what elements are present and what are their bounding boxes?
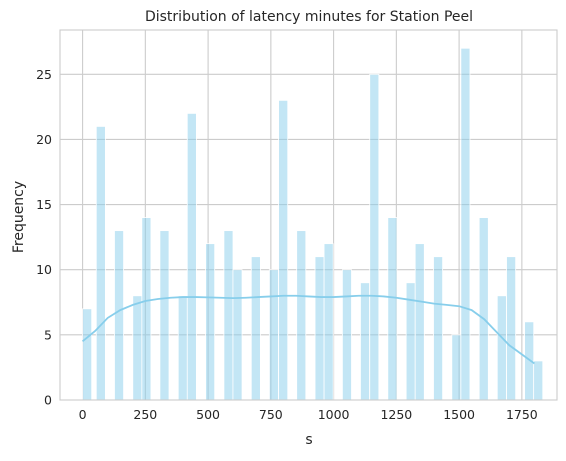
- x-tick-label: 1250: [380, 407, 412, 422]
- histogram-bar: [278, 99, 289, 401]
- histogram-bar: [159, 230, 170, 401]
- histogram-bar: [132, 295, 143, 401]
- histogram-bar: [314, 256, 325, 401]
- histogram-bar: [323, 243, 334, 401]
- y-tick-label: 10: [36, 262, 52, 277]
- histogram-bar: [95, 126, 106, 401]
- histogram-bar: [141, 217, 152, 401]
- histogram-bar: [82, 308, 93, 401]
- histogram-bar: [533, 360, 544, 401]
- bar-layer: [82, 47, 544, 401]
- kde-line: [82, 294, 535, 365]
- x-tick-label: 250: [133, 407, 157, 422]
- y-tick-label: 5: [44, 327, 52, 342]
- y-tick-label: 25: [36, 67, 52, 82]
- histogram-bar: [205, 243, 216, 401]
- chart-title: Distribution of latency minutes for Stat…: [145, 9, 473, 25]
- y-tick-label: 15: [36, 197, 52, 212]
- histogram-bar: [460, 47, 471, 401]
- histogram-bar: [451, 334, 462, 401]
- y-tick-label: 0: [44, 393, 52, 408]
- histogram-bar: [268, 269, 279, 401]
- kde-layer: [82, 294, 535, 365]
- spine-layer: [59, 29, 558, 401]
- x-tick-label: 1000: [318, 407, 350, 422]
- histogram-bar: [369, 73, 380, 401]
- x-tick-label: 1500: [443, 407, 475, 422]
- histogram-bar: [478, 217, 489, 401]
- histogram-bar: [506, 256, 517, 401]
- histogram-bar: [177, 295, 188, 401]
- histogram-bar: [496, 295, 507, 401]
- histogram-bar: [223, 230, 234, 401]
- histogram-bar: [232, 269, 243, 401]
- histogram-bar: [341, 269, 352, 401]
- histogram-bar: [387, 217, 398, 401]
- histogram-bar: [414, 243, 425, 401]
- x-axis-label: s: [305, 432, 312, 448]
- plot-frame: [59, 29, 558, 401]
- histogram-bar: [524, 321, 535, 401]
- histogram-bar: [433, 256, 444, 401]
- y-axis-label: Frequency: [11, 181, 27, 253]
- x-tick-label: 750: [259, 407, 283, 422]
- tick-label-layer: 0 250 500 750 1000 1250 1500 1750 0 5 10 15 20 25: [36, 67, 538, 422]
- x-tick-label: 0: [79, 407, 87, 422]
- y-tick-label: 20: [36, 132, 52, 147]
- histogram-bar: [296, 230, 307, 401]
- histogram-bar: [250, 256, 261, 401]
- x-tick-label: 500: [196, 407, 220, 422]
- histogram-bar: [360, 282, 370, 401]
- histogram-bar: [186, 112, 197, 401]
- histogram-bar: [114, 230, 124, 401]
- x-tick-label: 1750: [506, 407, 538, 422]
